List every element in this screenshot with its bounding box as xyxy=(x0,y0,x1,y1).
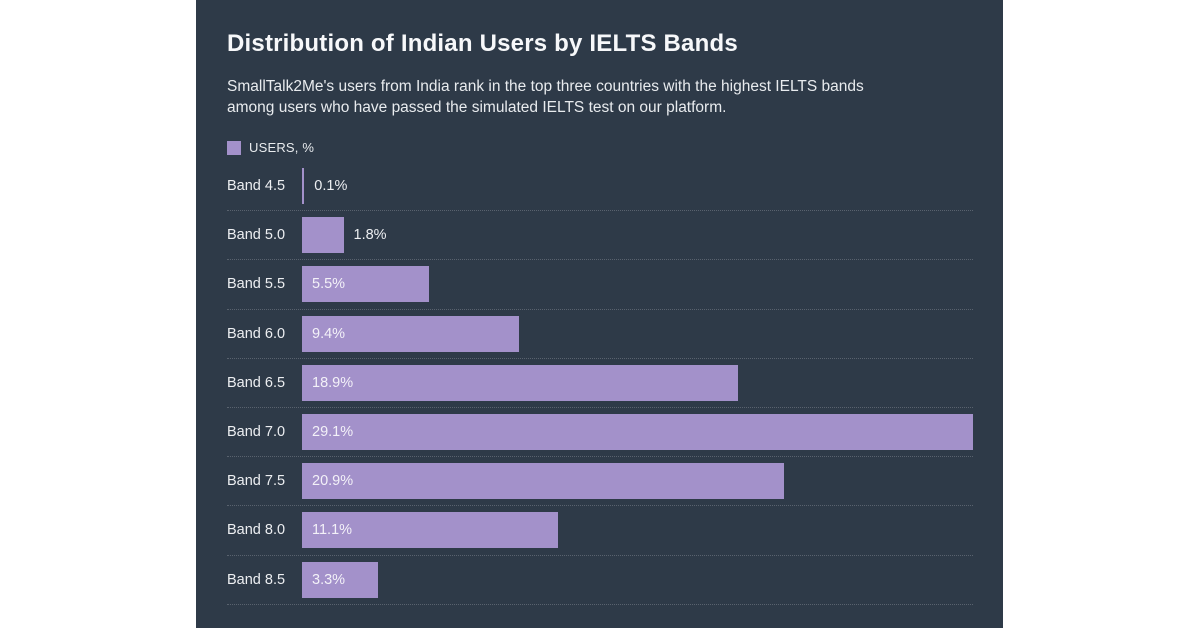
bar-row: Band 6.0 9.4% xyxy=(227,310,973,359)
bar-track: 11.1% xyxy=(302,512,973,549)
bar-track: 9.4% xyxy=(302,315,973,352)
value-label: 0.1% xyxy=(314,178,348,195)
bar xyxy=(302,266,429,303)
bar-track: 29.1% xyxy=(302,414,973,451)
bar xyxy=(302,217,344,254)
category-label: Band 6.5 xyxy=(227,374,286,391)
bar-track: 20.9% xyxy=(302,463,973,500)
value-label: 3.3% xyxy=(312,571,346,588)
bar xyxy=(302,168,305,205)
bar xyxy=(302,463,784,500)
page-title: Distribution of Indian Users by IELTS Ba… xyxy=(227,30,738,57)
bar-track: 18.9% xyxy=(302,364,973,401)
bar-row: Band 8.0 11.1% xyxy=(227,506,973,556)
bar xyxy=(302,512,558,549)
value-label: 1.8% xyxy=(353,227,387,244)
bar xyxy=(302,561,379,598)
bar-chart: Band 4.5 0.1% Band 5.0 1.8% Band 5.5 5.5% Band… xyxy=(227,162,973,605)
subtitle: SmallTalk2Me's users from India rank in … xyxy=(227,76,973,118)
category-label: Band 5.5 xyxy=(227,276,286,293)
value-label: 18.9% xyxy=(312,374,354,391)
value-label: 20.9% xyxy=(312,473,354,490)
bar-track: 0.1% xyxy=(302,168,973,205)
bar-row: Band 5.0 1.8% xyxy=(227,211,973,261)
bar-row: Band 6.5 18.9% xyxy=(227,359,973,408)
category-label: Band 7.0 xyxy=(227,424,286,441)
value-label: 5.5% xyxy=(312,276,346,293)
subtitle-line-2: among users who have passed the simulate… xyxy=(227,99,727,116)
value-label: 9.4% xyxy=(312,325,346,342)
value-label: 11.1% xyxy=(312,522,353,539)
legend-label: USERS, % xyxy=(249,140,315,155)
infographic-card: Distribution of Indian Users by IELTS Ba… xyxy=(196,0,1003,628)
category-label: Band 6.0 xyxy=(227,325,286,342)
category-label: Band 8.0 xyxy=(227,522,286,539)
category-label: Band 5.0 xyxy=(227,227,286,244)
subtitle-line-1: SmallTalk2Me's users from India rank in … xyxy=(227,78,864,95)
bar-row: Band 7.0 29.1% xyxy=(227,408,973,458)
bar-row: Band 5.5 5.5% xyxy=(227,260,973,310)
bar xyxy=(302,364,738,401)
legend-swatch-icon xyxy=(227,140,241,155)
bar-track: 1.8% xyxy=(302,217,973,254)
category-label: Band 7.5 xyxy=(227,473,286,490)
bar-track: 3.3% xyxy=(302,561,973,598)
legend: USERS, % xyxy=(227,140,973,155)
bar-row: Band 8.5 3.3% xyxy=(227,556,973,605)
bar-track: 5.5% xyxy=(302,266,973,303)
category-label: Band 8.5 xyxy=(227,571,286,588)
bar xyxy=(302,414,973,451)
value-label: 29.1% xyxy=(312,424,354,441)
bar xyxy=(302,315,519,352)
bar-row: Band 7.5 20.9% xyxy=(227,457,973,507)
category-label: Band 4.5 xyxy=(227,178,286,195)
bar-row: Band 4.5 0.1% xyxy=(227,162,973,212)
